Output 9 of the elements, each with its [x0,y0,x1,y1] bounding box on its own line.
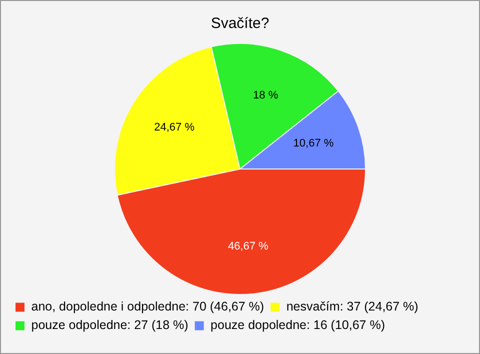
data-label: 24,67 % [154,121,195,134]
legend-label: pouze dopoledne: 16 (10,67 %) [210,318,386,332]
legend-label: ano, dopoledne i odpoledne: 70 (46,67 %) [31,300,264,314]
data-label: 10,67 % [293,137,334,150]
chart-title: Svačíte? [210,15,270,32]
data-label: 18 % [253,90,278,102]
legend-label: pouze odpoledne: 27 (18 %) [31,318,188,332]
data-label: 46,67 % [228,240,269,252]
legend-label: nesvačím: 37 (24,67 %) [286,300,418,314]
